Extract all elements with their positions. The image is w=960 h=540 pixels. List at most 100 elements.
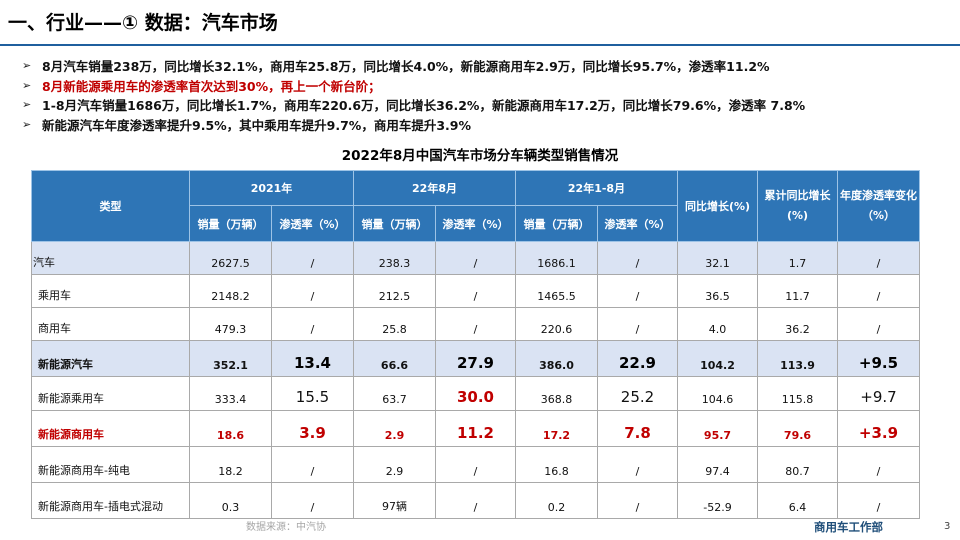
bullet-item: ➢ 1-8月汽车销量1686万，同比增长1.7%，商用车220.6万，同比增长3… [22, 95, 952, 115]
cell-sales-aug: 2.9 [353, 410, 436, 447]
page-title: 一、行业——① 数据：汽车市场 [8, 12, 278, 34]
cell-sales-aug: 212.5 [353, 274, 436, 308]
table-row: 新能源商用车-纯电 18.2 / 2.9 / 16.8 / 97.4 80.7 … [31, 446, 920, 483]
bullet-text: 1-8月汽车销量1686万，同比增长1.7%，商用车220.6万，同比增长36.… [42, 98, 806, 114]
arrow-bullet-icon: ➢ [22, 78, 32, 92]
department-name: 商用车工作部 [814, 520, 883, 534]
cell-sales-aug: 2.9 [353, 446, 436, 483]
cell-pen-2021: 13.4 [271, 340, 354, 377]
table-header-row: 类型 2021年 22年8月 22年1-8月 同比增长(%) 累计同比增长(%)… [31, 170, 920, 242]
cell-pen-2021: / [271, 307, 354, 341]
page-number: 3 [944, 521, 951, 532]
header-cum-yoy: 累计同比增长(%) [757, 170, 838, 242]
row-name: 新能源汽车 [31, 340, 190, 377]
subheader-sales: 销量（万辆） [515, 205, 598, 242]
cell-pen-ytd: / [597, 446, 678, 483]
table-subheader-row: 销量（万辆） 渗透率（%） 销量（万辆） 渗透率（%） 销量（万辆） 渗透率（%… [32, 205, 920, 242]
cell-sales-aug: 25.8 [353, 307, 436, 341]
arrow-bullet-icon: ➢ [22, 117, 32, 131]
table-row: 商用车 479.3 / 25.8 / 220.6 / 4.0 36.2 / [31, 307, 920, 341]
arrow-bullet-icon: ➢ [22, 59, 32, 73]
cell-yoy: 32.1 [677, 241, 758, 275]
row-name: 新能源乘用车 [31, 376, 190, 411]
arrow-bullet-icon: ➢ [22, 98, 32, 112]
cell-sales-ytd: 17.2 [515, 410, 598, 447]
cell-pen-2021: / [271, 482, 354, 519]
cell-pen-2021: / [271, 446, 354, 483]
header-type: 类型 [31, 170, 190, 242]
cell-pen-ytd: 22.9 [597, 340, 678, 377]
cell-pen-ytd: / [597, 482, 678, 519]
cell-sales-2021: 18.6 [189, 410, 272, 447]
header-2021: 2021年 [189, 170, 354, 206]
cell-pen-aug: 27.9 [435, 340, 516, 377]
cell-cum-yoy: 80.7 [757, 446, 838, 483]
cell-pen-change: / [837, 482, 920, 519]
table-row: 乘用车 2148.2 / 212.5 / 1465.5 / 36.5 11.7 … [31, 274, 920, 308]
cell-sales-ytd: 368.8 [515, 376, 598, 411]
header-pen-change: 年度渗透率变化（%） [837, 170, 920, 242]
table-row-nev-commercial: 新能源商用车 18.6 3.9 2.9 11.2 17.2 7.8 95.7 7… [31, 410, 920, 447]
row-name: 新能源商用车 [31, 410, 190, 447]
cell-sales-2021: 18.2 [189, 446, 272, 483]
cell-cum-yoy: 6.4 [757, 482, 838, 519]
data-source: 数据来源：中汽协 [246, 522, 326, 533]
bullet-list: ➢ 8月汽车销量238万，同比增长32.1%，商用车25.8万，同比增长4.0%… [22, 56, 952, 134]
cell-sales-ytd: 220.6 [515, 307, 598, 341]
header-yoy: 同比增长(%) [677, 170, 758, 242]
cell-pen-change: +3.9 [837, 410, 920, 447]
row-name: 乘用车 [31, 274, 190, 308]
cell-pen-aug: / [435, 307, 516, 341]
cell-pen-ytd: / [597, 307, 678, 341]
cell-sales-2021: 0.3 [189, 482, 272, 519]
cell-pen-aug: 11.2 [435, 410, 516, 447]
cell-yoy: 95.7 [677, 410, 758, 447]
bullet-text: 8月汽车销量238万，同比增长32.1%，商用车25.8万，同比增长4.0%，新… [42, 59, 770, 75]
cell-cum-yoy: 36.2 [757, 307, 838, 341]
header-ytd: 22年1-8月 [515, 170, 678, 206]
subheader-sales: 销量（万辆） [353, 205, 436, 242]
sales-table: 类型 2021年 22年8月 22年1-8月 同比增长(%) 累计同比增长(%)… [31, 170, 920, 519]
cell-cum-yoy: 11.7 [757, 274, 838, 308]
table-row: 汽车 2627.5 / 238.3 / 1686.1 / 32.1 1.7 / [31, 241, 920, 275]
cell-pen-2021: / [271, 241, 354, 275]
cell-sales-ytd: 1686.1 [515, 241, 598, 275]
cell-pen-ytd: / [597, 274, 678, 308]
cell-yoy: 97.4 [677, 446, 758, 483]
row-name: 汽车 [31, 241, 190, 275]
row-name: 新能源商用车-纯电 [31, 446, 190, 483]
subheader-penetration: 渗透率（%） [597, 205, 678, 242]
row-name: 新能源商用车-插电式混动 [31, 482, 190, 519]
cell-pen-change: / [837, 241, 920, 275]
cell-cum-yoy: 113.9 [757, 340, 838, 377]
cell-pen-ytd: 7.8 [597, 410, 678, 447]
cell-pen-2021: 3.9 [271, 410, 354, 447]
cell-pen-change: / [837, 446, 920, 483]
cell-pen-aug: / [435, 241, 516, 275]
row-name: 商用车 [31, 307, 190, 341]
cell-sales-aug: 238.3 [353, 241, 436, 275]
bullet-item-highlight: ➢ 8月新能源乘用车的渗透率首次达到30%，再上一个新台阶； [22, 76, 952, 96]
cell-sales-2021: 2148.2 [189, 274, 272, 308]
cell-sales-aug: 63.7 [353, 376, 436, 411]
cell-pen-aug: / [435, 482, 516, 519]
cell-yoy: 104.6 [677, 376, 758, 411]
cell-sales-aug: 66.6 [353, 340, 436, 377]
cell-sales-2021: 352.1 [189, 340, 272, 377]
table-row: 新能源商用车-插电式混动 0.3 / 97辆 / 0.2 / -52.9 6.4… [31, 482, 920, 519]
cell-pen-change: +9.7 [837, 376, 920, 411]
title-divider [0, 44, 960, 46]
cell-pen-ytd: / [597, 241, 678, 275]
bullet-item: ➢ 8月汽车销量238万，同比增长32.1%，商用车25.8万，同比增长4.0%… [22, 56, 952, 76]
cell-sales-2021: 479.3 [189, 307, 272, 341]
cell-sales-ytd: 386.0 [515, 340, 598, 377]
cell-pen-ytd: 25.2 [597, 376, 678, 411]
header-aug: 22年8月 [353, 170, 516, 206]
subheader-sales: 销量（万辆） [189, 205, 272, 242]
cell-pen-change: +9.5 [837, 340, 920, 377]
cell-pen-2021: / [271, 274, 354, 308]
cell-sales-ytd: 0.2 [515, 482, 598, 519]
cell-pen-aug: / [435, 446, 516, 483]
cell-cum-yoy: 115.8 [757, 376, 838, 411]
cell-pen-change: / [837, 307, 920, 341]
